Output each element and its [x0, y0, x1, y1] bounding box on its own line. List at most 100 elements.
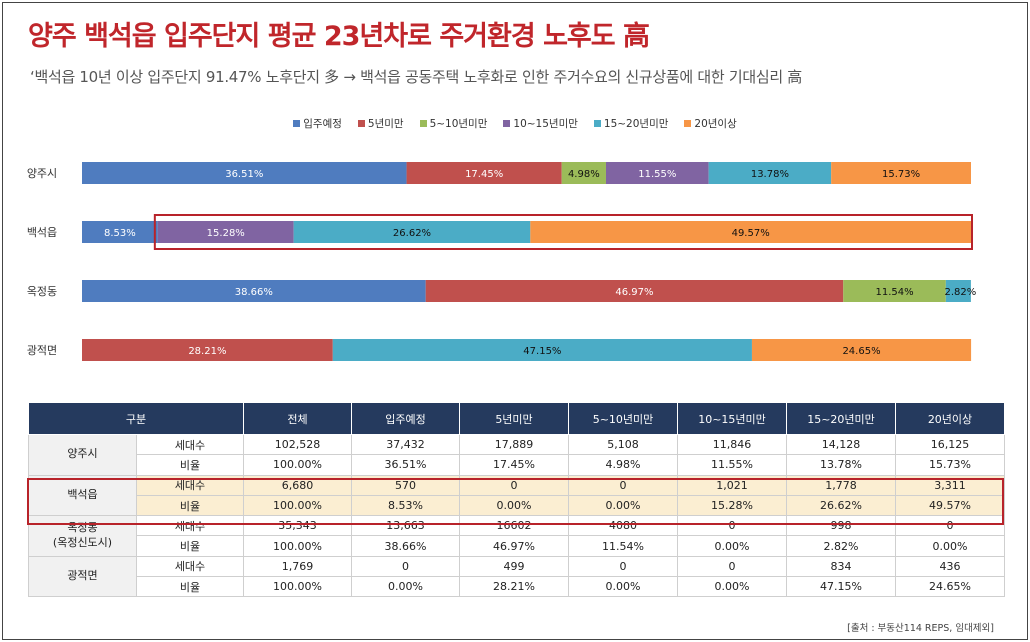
- table-row: 비율 100.00% 36.51% 17.45% 4.98% 11.55% 13.78% 15…: [29, 454, 1005, 476]
- table-cell: 5,108: [568, 433, 678, 456]
- legend-swatch: [593, 120, 601, 127]
- table-cell: 1,778: [786, 474, 896, 496]
- legend-item: 5~10년미만: [419, 116, 487, 131]
- table-cell: 6,680: [243, 474, 352, 496]
- table-cell: 38.66%: [351, 535, 460, 557]
- table-cell: 1,021: [677, 474, 787, 496]
- table-cell: 14,128: [786, 433, 896, 456]
- legend-swatch: [293, 120, 301, 127]
- data-label: 47.15%: [523, 346, 561, 357]
- table-header-cell: 20년이상: [895, 402, 1005, 435]
- table-cell: 499: [459, 555, 569, 578]
- table-cell: 17,889: [459, 433, 569, 456]
- bar-segment: [708, 162, 832, 184]
- legend-item: 5년미만: [357, 116, 404, 131]
- category-label: 백석읍: [27, 226, 57, 239]
- table-header-row: 구분 전체 입주예정 5년미만 5~10년미만 10~15년미만 15~20년미만 20년이상: [28, 402, 1005, 435]
- table-cell: 0: [459, 474, 569, 496]
- table-header-cell: 5년미만: [459, 402, 569, 435]
- legend-item: 10~15년미만: [503, 116, 578, 131]
- table-cell: 13.78%: [786, 454, 896, 476]
- table-cell: 0.00%: [351, 576, 460, 598]
- data-label: 13.78%: [751, 169, 789, 180]
- table-cell: 11.55%: [677, 454, 787, 476]
- table-cell: 11.54%: [568, 535, 678, 557]
- category-label: 양주시: [27, 167, 57, 180]
- table-cell: 17.45%: [459, 454, 569, 476]
- table-cell: 0: [568, 474, 678, 496]
- row-label: 세대수: [136, 555, 244, 578]
- table-cell: 11,846: [677, 433, 787, 456]
- data-label: 8.53%: [104, 228, 136, 239]
- table-cell: 102,528: [243, 433, 352, 456]
- row-group-label: 양주시: [28, 434, 137, 476]
- data-label: 11.54%: [875, 287, 913, 298]
- row-label: 비율: [136, 576, 244, 598]
- data-label: 36.51%: [225, 169, 263, 180]
- category-label: 광적면: [27, 344, 57, 357]
- legend-label: 5년미만: [367, 118, 404, 130]
- table-cell: 100.00%: [243, 494, 352, 517]
- table-cell: 0: [351, 555, 460, 578]
- data-table: 구분 전체 입주예정 5년미만 5~10년미만 10~15년미만 15~20년미만 20년이상…: [28, 402, 1005, 598]
- table-cell: 0.00%: [459, 494, 569, 517]
- table-cell: 26.62%: [786, 494, 896, 517]
- bar-segment: [82, 280, 426, 302]
- bar-segment: [831, 162, 971, 184]
- table-cell: 28.21%: [459, 576, 569, 598]
- legend-swatch: [503, 120, 511, 127]
- page-subtitle: ‘백석읍 10년 이상 입주단지 91.47% 노후단지 多 → 백석읍 공동주…: [30, 68, 803, 86]
- table-header-cell: 5~10년미만: [568, 402, 678, 435]
- bar-segment: [530, 221, 971, 243]
- table-cell: 0.00%: [895, 535, 1005, 557]
- row-label: 세대수: [136, 433, 244, 456]
- bar-segment: [332, 339, 752, 361]
- legend-label: 입주예정: [303, 118, 342, 130]
- row-label: 비율: [136, 494, 244, 517]
- table-cell: 3,311: [895, 474, 1005, 496]
- chart-legend: 입주예정 5년미만 5~10년미만 10~15년미만 15~20년미만 20년이상: [0, 116, 1030, 131]
- table-cell: 24.65%: [895, 576, 1005, 598]
- table-cell: 0: [677, 515, 787, 537]
- data-label: 38.66%: [235, 287, 273, 298]
- legend-swatch: [419, 120, 427, 127]
- data-label: 15.28%: [207, 228, 245, 239]
- table-header-cell: 15~20년미만: [786, 402, 896, 435]
- table-cell: 1,769: [243, 555, 352, 578]
- table-cell: 46.97%: [459, 535, 569, 557]
- table-cell: 0.00%: [677, 576, 787, 598]
- legend-item: 입주예정: [293, 116, 342, 131]
- table-cell: 36.51%: [351, 454, 460, 476]
- table-cell: 0: [895, 515, 1005, 537]
- stacked-bar-chart: 양주시 36.51% 17.45% 4.98% 11.55% 13.78% 15.73% 백석…: [27, 162, 976, 361]
- data-label: 24.65%: [842, 346, 880, 357]
- table-row: 양주시 세대수 102,528 37,432 17,889 5,108 11,846 14,1…: [28, 433, 1005, 476]
- data-label: 4.98%: [568, 169, 600, 180]
- bar-segment: [293, 221, 531, 243]
- data-label: 2.82%: [944, 287, 976, 298]
- table-row: 백석읍 세대수 6,680 570 0 0 1,021 1,778 3,311: [28, 474, 1005, 517]
- table-cell: 100.00%: [243, 535, 352, 557]
- table-cell: 15.28%: [677, 494, 787, 517]
- table-header-cell: 전체: [243, 402, 352, 435]
- table-cell: 0.00%: [568, 576, 678, 598]
- bar-segment: [406, 162, 562, 184]
- legend-label: 15~20년미만: [603, 118, 669, 130]
- table-cell: 0: [677, 555, 787, 578]
- table-cell: 570: [351, 474, 460, 496]
- legend-swatch: [357, 120, 365, 127]
- table-cell: 834: [786, 555, 896, 578]
- page-title: 양주 백석읍 입주단지 평균 23년차로 주거환경 노후도 高: [28, 21, 650, 52]
- data-label: 11.55%: [638, 169, 676, 180]
- bar-segment: [751, 339, 972, 361]
- row-group-label: 옥정동 (옥정신도시): [28, 515, 137, 557]
- data-label: 17.45%: [465, 169, 503, 180]
- data-label: 49.57%: [732, 228, 770, 239]
- bar-segment: [157, 221, 294, 243]
- table-row: 광적면 세대수 1,769 0 499 0 0 834 436: [28, 555, 1005, 598]
- row-label: 비율: [136, 535, 244, 557]
- table-cell: 16,125: [895, 433, 1005, 456]
- table-cell: 100.00%: [243, 454, 352, 476]
- table-cell: 436: [895, 555, 1005, 578]
- bar-segment: [843, 280, 946, 302]
